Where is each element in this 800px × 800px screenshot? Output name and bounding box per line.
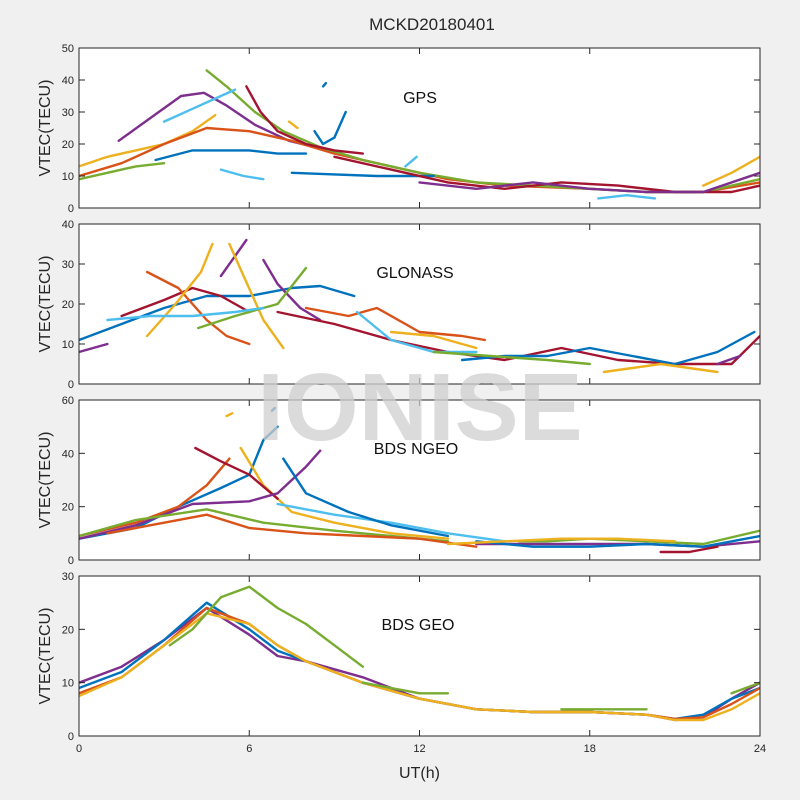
series-group <box>79 406 760 554</box>
series-line <box>145 242 214 338</box>
series-line <box>659 545 719 554</box>
series-line <box>79 113 217 168</box>
y-tick-label: 40 <box>62 219 74 231</box>
series-line <box>432 350 591 366</box>
series-line <box>239 446 450 540</box>
series-line <box>79 161 166 181</box>
series-line <box>730 681 760 695</box>
series-line <box>106 513 478 548</box>
series-line <box>145 270 251 346</box>
series-line <box>79 508 450 543</box>
series-line <box>79 449 322 540</box>
series-line <box>287 120 299 130</box>
y-tick-label: 10 <box>62 678 74 690</box>
panel-label: BDS GEO <box>382 617 455 634</box>
plot-area <box>79 576 760 736</box>
x-tick-label: 12 <box>413 743 425 755</box>
y-tick-label: 30 <box>62 571 74 583</box>
series-line <box>162 88 237 123</box>
x-axis-label: UT(h) <box>399 765 440 782</box>
panel-1: 0 10 20 30 40 VTEC(TECU) GLONASS <box>37 219 761 391</box>
panel-label: GPS <box>403 90 437 107</box>
series-group <box>79 238 760 374</box>
series-line <box>228 242 285 350</box>
panel-3: 0 10 20 30 0 6 12 18 24 VTEC(TECU) BDS GEO UT(h) <box>37 571 766 782</box>
x-tick-label: 6 <box>246 743 252 755</box>
watermark: IONISE <box>257 354 582 461</box>
y-tick-label: 40 <box>62 448 74 460</box>
series-line <box>290 171 435 178</box>
plot-area <box>79 400 760 560</box>
series-line <box>219 168 265 181</box>
series-line <box>404 155 418 168</box>
series-line <box>702 155 760 187</box>
y-tick-label: 20 <box>62 624 74 636</box>
x-tick-label: 18 <box>584 743 596 755</box>
series-group <box>79 585 760 722</box>
x-tick-label: 0 <box>76 743 82 755</box>
series-line <box>194 446 279 500</box>
series-line <box>262 258 322 322</box>
series-line <box>333 155 760 194</box>
series-line <box>517 529 760 546</box>
series-line <box>597 193 657 200</box>
series-line <box>475 534 760 548</box>
panel-label: BDS NGEO <box>374 441 458 458</box>
series-line <box>361 681 450 695</box>
series-line <box>389 330 478 350</box>
series-line <box>276 310 760 366</box>
figure-title: MCKD20180401 <box>369 15 495 34</box>
panel-0: 0 10 20 30 40 50 VTEC(TECU) GPS <box>37 43 761 215</box>
series-line <box>154 149 308 162</box>
y-tick-label: 50 <box>62 43 74 55</box>
y-tick-label: 0 <box>68 731 74 743</box>
series-line <box>446 537 677 546</box>
series-line <box>304 306 486 342</box>
series-group <box>79 69 760 200</box>
y-tick-label: 40 <box>62 75 74 87</box>
y-axis-label: VTEC(TECU) <box>37 80 54 177</box>
series-line <box>304 622 364 668</box>
y-tick-label: 20 <box>62 139 74 151</box>
series-line <box>106 306 265 322</box>
series-line <box>225 412 234 418</box>
x-tick-label: 24 <box>754 743 766 755</box>
y-tick-label: 60 <box>62 395 74 407</box>
series-line <box>716 354 742 366</box>
series-line <box>168 585 308 647</box>
series-line <box>460 330 756 366</box>
y-axis-label: VTEC(TECU) <box>37 608 54 705</box>
series-line <box>79 284 356 342</box>
series-line <box>245 85 364 155</box>
panel-2: 0 20 40 60 VTEC(TECU) BDS NGEO <box>37 395 761 567</box>
series-line <box>282 457 450 538</box>
panel-label: GLONASS <box>376 265 453 282</box>
series-line <box>276 502 506 543</box>
y-tick-label: 20 <box>62 502 74 514</box>
series-line <box>79 457 231 538</box>
series-line <box>79 342 109 354</box>
y-axis-label: VTEC(TECU) <box>37 432 54 529</box>
series-line <box>270 406 276 412</box>
y-axis-label: VTEC(TECU) <box>37 256 54 353</box>
y-tick-label: 0 <box>68 203 74 215</box>
plot-area <box>79 48 760 208</box>
y-tick-label: 10 <box>62 339 74 351</box>
y-tick-label: 30 <box>62 259 74 271</box>
y-tick-label: 10 <box>62 171 74 183</box>
y-tick-label: 0 <box>68 379 74 391</box>
series-line <box>120 286 251 318</box>
series-line <box>79 612 760 722</box>
y-tick-label: 30 <box>62 107 74 119</box>
y-tick-label: 0 <box>68 555 74 567</box>
series-line <box>219 238 248 278</box>
series-line <box>313 110 347 146</box>
series-line <box>321 81 328 88</box>
panels: 0 10 20 30 40 50 VTEC(TECU) GPS 0 10 20 30 40 VTEC(TE… <box>37 43 766 782</box>
series-line <box>355 310 478 354</box>
series-line <box>418 171 760 194</box>
series-line <box>602 362 719 374</box>
y-tick-label: 20 <box>62 299 74 311</box>
